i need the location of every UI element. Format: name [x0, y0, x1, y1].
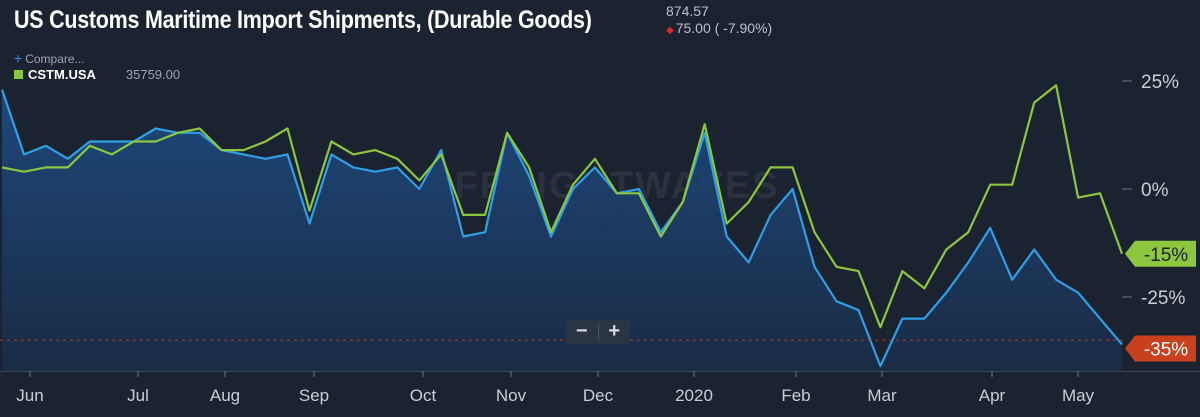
- x-tick-label: May: [1062, 386, 1095, 405]
- y-tick-label: 25%: [1141, 72, 1179, 93]
- down-diamond-icon: ◆: [666, 25, 674, 36]
- chart-title: US Customs Maritime Import Shipments, (D…: [14, 6, 592, 34]
- x-tick-label: Apr: [979, 386, 1006, 405]
- x-tick-label: Jun: [16, 386, 43, 405]
- zoom-controls: − +: [566, 320, 630, 344]
- price-change: ◆ 75.00 ( -7.90%): [666, 20, 772, 39]
- y-tick-label: -25%: [1141, 288, 1185, 309]
- green-end-badge: -15%: [1125, 240, 1196, 267]
- current-price: 874.57: [666, 3, 709, 19]
- x-tick-label: Feb: [781, 386, 810, 405]
- blue-end-badge-label: -35%: [1144, 340, 1188, 361]
- legend-series-label: CSTM.USA: [28, 67, 96, 82]
- legend-swatch: [14, 70, 23, 79]
- x-tick-label: Nov: [496, 386, 527, 405]
- blue-end-badge: -35%: [1125, 335, 1196, 362]
- zoom-divider: [597, 324, 599, 340]
- green-end-badge-shape: [1125, 240, 1196, 267]
- green-series-line: [1, 84, 1124, 329]
- blue-area-fill: [2, 89, 1122, 371]
- legend-entry[interactable]: CSTM.USA 35759.00: [14, 67, 180, 82]
- price-change-value: 75.00 ( -7.90%): [675, 20, 773, 36]
- y-tick-label: 0%: [1141, 180, 1169, 201]
- x-tick-label: Oct: [410, 386, 437, 405]
- blue-end-badge-shape: [1125, 335, 1196, 362]
- x-tick-label: Dec: [583, 386, 614, 405]
- zoom-out-button[interactable]: −: [575, 320, 588, 342]
- legend-series-value: 35759.00: [125, 67, 181, 82]
- x-tick-label: Aug: [210, 386, 240, 405]
- compare-button[interactable]: + Compare...: [14, 50, 85, 66]
- plus-icon: +: [14, 50, 23, 66]
- x-tick-label: Mar: [867, 386, 897, 405]
- x-tick-label: Sep: [299, 386, 329, 405]
- x-tick-label: 2020: [675, 386, 713, 405]
- blue-series-line: [0, 89, 1123, 368]
- zoom-in-button[interactable]: +: [608, 320, 621, 342]
- green-end-badge-label: -15%: [1144, 245, 1188, 266]
- compare-label: Compare...: [25, 52, 85, 66]
- x-tick-label: Jul: [127, 386, 149, 405]
